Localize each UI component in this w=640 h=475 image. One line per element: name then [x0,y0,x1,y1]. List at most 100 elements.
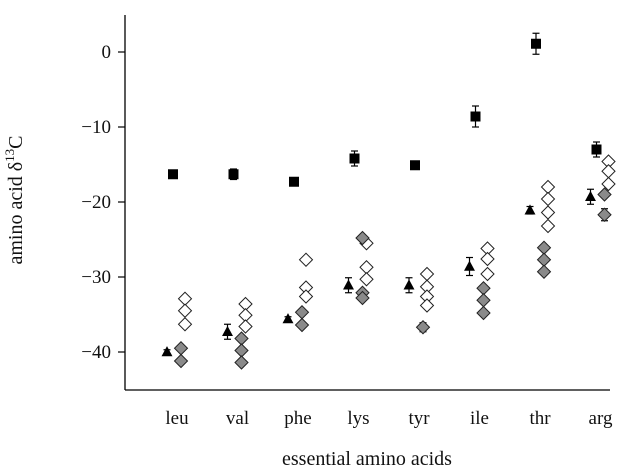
y-axis-title-tail: C [5,135,27,148]
marker-diamond [234,343,249,358]
marker-diamond [234,355,249,370]
marker-triangle [403,279,415,290]
marker-diamond [536,264,552,279]
y-axis-title-main: amino acid δ [5,162,27,265]
x-tick-label: ile [470,408,489,429]
data-point-square [349,150,360,167]
marker-square [591,144,602,155]
marker-triangle [282,313,294,324]
data-point-square [470,105,481,128]
y-tick-label: −20 [81,192,111,213]
data-point-diamond [177,291,193,306]
data-point-square [410,160,420,171]
marker-square [289,176,299,187]
marker-diamond [359,272,374,287]
marker-triangle [222,325,233,336]
marker-diamond [355,290,370,306]
data-point-diamond [601,176,616,192]
data-point-diamond [234,331,249,346]
x-tick-label: thr [529,408,551,429]
x-tick-label: tyr [408,408,430,429]
marker-diamond [540,205,556,220]
data-point-diamond [540,218,556,234]
marker-square [349,153,360,164]
data-point-diamond [359,260,374,275]
marker-diamond [540,179,556,195]
data-point-triangle [403,277,415,294]
marker-diamond [355,230,370,246]
marker-diamond [476,281,491,296]
marker-diamond [540,218,556,234]
marker-diamond [601,164,616,179]
data-point-diamond [601,164,616,179]
data-point-triangle [282,313,294,324]
marker-square [410,160,420,171]
x-tick-label: phe [284,408,311,429]
marker-square [470,111,481,122]
data-point-diamond [298,252,314,267]
data-point-diamond [238,319,253,334]
marker-diamond [415,320,431,335]
marker-diamond [234,331,249,346]
x-tick-label: val [226,408,249,429]
data-point-diamond [234,343,249,358]
marker-diamond [480,266,495,282]
data-point-diamond [480,266,495,282]
data-point-diamond [540,205,556,220]
marker-diamond [601,176,616,192]
data-point-diamond [536,240,552,255]
marker-diamond [359,260,374,275]
y-axis-title-superscript: 13 [2,149,17,162]
y-tick-label: −40 [81,342,111,363]
data-point-diamond [415,320,431,335]
data-point-diamond [294,305,310,320]
data-point-diamond [540,191,556,207]
data-point-diamond [177,303,193,318]
y-tick-label: 0 [102,42,112,63]
marker-diamond [476,293,491,308]
data-point-diamond [480,251,495,267]
data-point-diamond [294,317,310,333]
data-point-diamond [173,341,189,356]
y-ticks: 0 −10 −20 −30 −40 [81,42,125,363]
data-point-square [168,169,178,180]
marker-diamond [597,207,612,222]
data-point-diamond [601,154,616,169]
marker-diamond [298,252,314,267]
marker-diamond [177,303,193,318]
marker-triangle [464,260,475,271]
data-point-diamond [540,179,556,195]
data-point-triangle [464,256,475,277]
marker-square [531,38,541,49]
marker-square [228,169,239,180]
marker-diamond [177,291,193,306]
data-point-triangle [524,204,536,215]
data-point-diamond [476,281,491,296]
data-point-diamond [298,289,314,304]
x-tick-label: arg [589,408,613,429]
data-point-diamond [480,241,495,256]
marker-diamond [419,298,435,313]
x-tick-label: leu [165,408,189,429]
y-tick-label: −10 [81,117,111,138]
marker-diamond [298,289,314,304]
marker-diamond [597,187,612,202]
data-point-diamond [359,272,374,287]
marker-diamond [480,251,495,267]
marker-diamond [294,317,310,333]
data-point-diamond [476,293,491,308]
data-point-triangle [343,277,354,294]
data-point-diamond [298,280,314,295]
data-point-diamond [476,305,491,321]
marker-diamond [536,240,552,255]
y-axis-title: amino acid δ13C [2,135,27,264]
marker-triangle [161,346,173,357]
marker-diamond [173,341,189,356]
plot-area: 0 −10 −20 −30 −40 leu val phe lys tyr ile thr arg [81,15,616,429]
marker-diamond [238,319,253,334]
marker-diamond [294,305,310,320]
x-tick-label: lys [347,408,369,429]
data-marks [161,32,616,370]
data-point-square [531,32,541,55]
marker-triangle [343,279,354,290]
